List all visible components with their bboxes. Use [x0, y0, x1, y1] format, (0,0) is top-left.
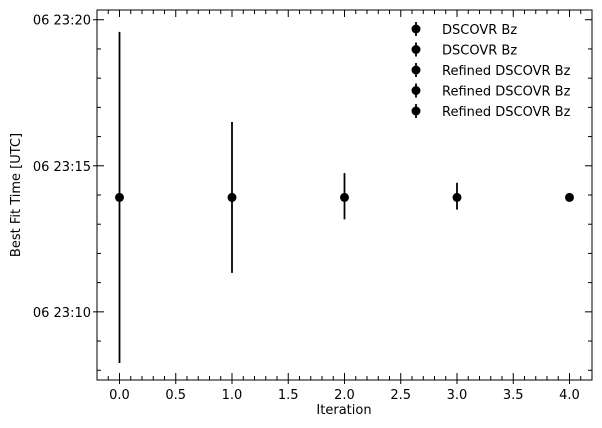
x-ticks: 0.0 0.5 1.0 1.5 2.0 2.5 3.0 3.5 4.0 [107, 10, 593, 403]
y-tick-label: 06 23:10 [33, 306, 91, 321]
data-points [115, 31, 574, 363]
legend-marker-icon [411, 106, 421, 116]
y-axis-label: Best Fit Time [UTC] [9, 133, 24, 257]
x-tick-label: 3.0 [447, 388, 468, 403]
x-tick-label: 1.0 [222, 388, 243, 403]
x-tick-label: 4.0 [559, 388, 580, 403]
legend-marker-icon [411, 86, 421, 95]
x-tick-label: 0.0 [109, 388, 130, 403]
data-point [115, 192, 124, 202]
x-axis-label: Iteration [316, 403, 371, 418]
legend-label: Refined DSCOVR Bz [442, 105, 571, 120]
x-tick-label: 2.0 [334, 388, 355, 403]
y-tick-label: 06 23:15 [33, 160, 91, 175]
x-tick-label: 3.5 [503, 388, 524, 403]
data-point [452, 192, 462, 202]
x-tick-label: 1.5 [278, 388, 299, 403]
data-point [565, 192, 574, 202]
x-tick-label: 2.5 [390, 388, 411, 403]
legend-label: Refined DSCOVR Bz [442, 64, 571, 79]
data-point [227, 192, 237, 202]
legend-label: DSCOVR Bz [442, 23, 517, 38]
x-tick-label: 0.5 [165, 388, 186, 403]
legend-label: Refined DSCOVR Bz [442, 85, 571, 100]
data-point [340, 192, 349, 202]
legend-marker-icon [411, 24, 421, 34]
legend-label: DSCOVR Bz [442, 44, 517, 59]
y-tick-label: 06 23:20 [33, 14, 91, 29]
legend-marker-icon [411, 45, 421, 54]
legend: DSCOVR Bz DSCOVR Bz Refined DSCOVR Bz Refin… [411, 22, 571, 120]
legend-marker-icon [411, 65, 421, 75]
y-ticks: 06 23:10 06 23:15 06 23:20 [33, 14, 592, 371]
